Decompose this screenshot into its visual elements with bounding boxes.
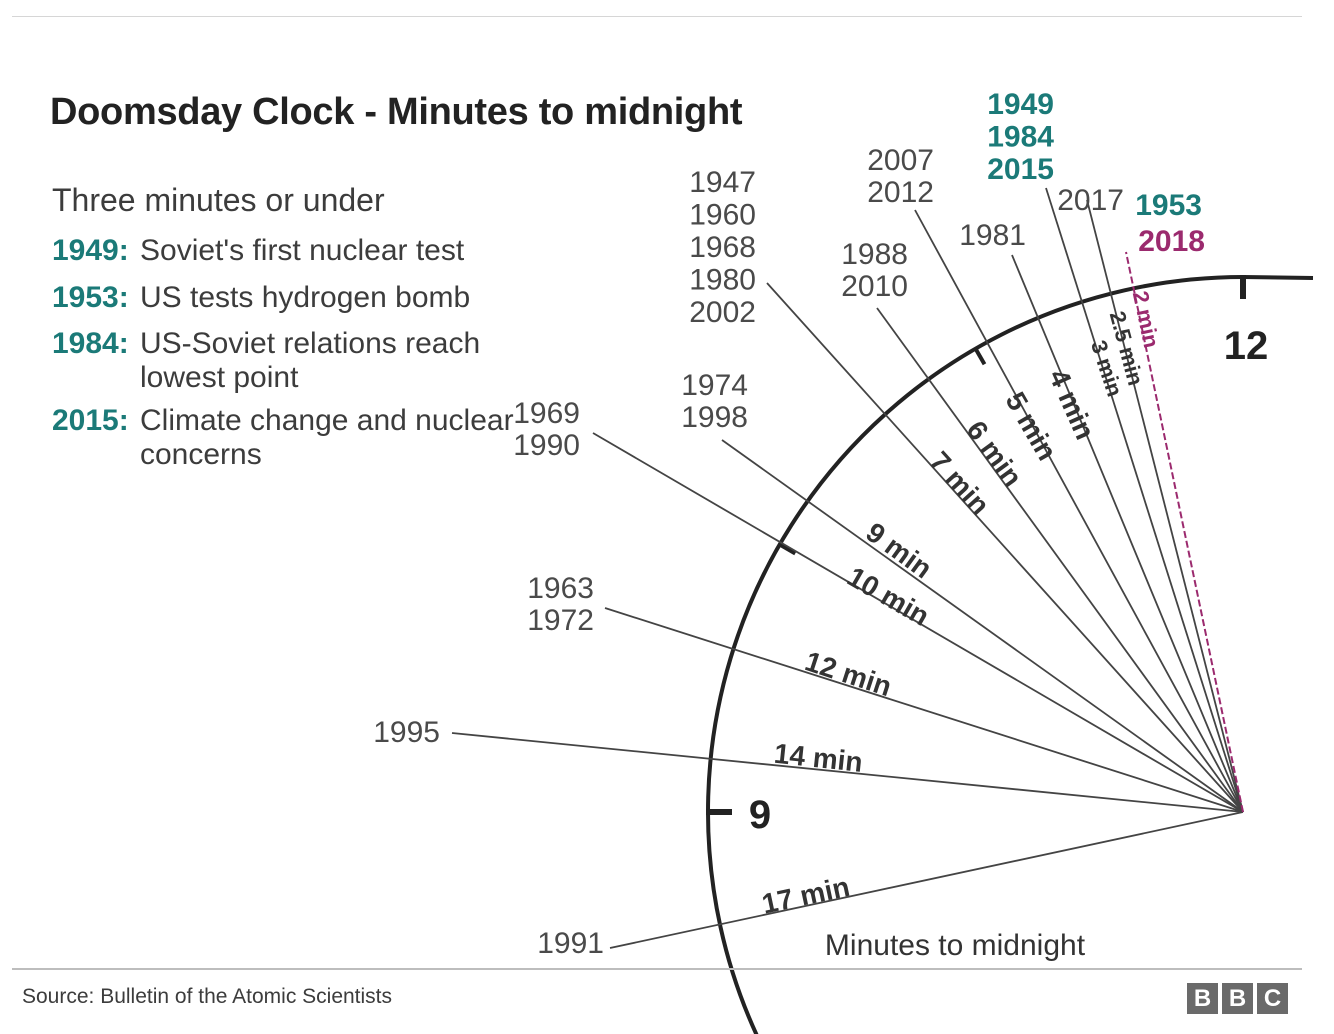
year-label: 2017 (1057, 184, 1124, 217)
year-label-line: 1998 (681, 401, 748, 434)
year-label: 1988 2010 (841, 238, 908, 303)
legend-text: Climate change and nuclear concerns (140, 404, 514, 471)
year-label-line: 1960 (689, 199, 756, 232)
source-note: Source: Bulletin of the Atomic Scientist… (22, 985, 393, 1008)
year-label: 1947 1960 1968 1980 2002 (689, 166, 756, 329)
year-label-line: 2007 (867, 144, 934, 177)
year-label-line: 1968 (689, 231, 756, 264)
tick-minor (973, 347, 987, 366)
year-label: 1963 1972 (527, 572, 594, 637)
clock-hand-line (721, 439, 1244, 813)
year-label-line: 2010 (841, 270, 908, 303)
legend-year: 2015: (52, 404, 129, 437)
clock-label-12: 12 (1224, 324, 1269, 368)
year-label-line: 2012 (867, 176, 934, 209)
clock-rim (706, 274, 1314, 1034)
legend-text: US tests hydrogen bomb (140, 281, 471, 314)
legend-year: 1949: (52, 234, 129, 267)
year-label: 2018 (1138, 225, 1205, 258)
year-label: 2007 2012 (867, 144, 934, 209)
year-label-line: 1995 (373, 716, 440, 749)
year-label-line: 1974 (681, 369, 748, 402)
top-rule (12, 16, 1302, 17)
minute-label: 12 min (801, 645, 895, 702)
clock-hand-line (876, 307, 1244, 813)
clock-hand-line (1125, 251, 1244, 813)
logo-letter: B (1187, 983, 1218, 1014)
year-label: 1981 (959, 219, 1026, 252)
year-label-line: 1980 (689, 264, 756, 297)
year-label-line: 1984 (987, 121, 1054, 154)
tick-minor (778, 542, 797, 556)
clock-hand-line (451, 732, 1244, 813)
year-label-line: 2002 (689, 296, 756, 329)
year-label: 1995 (373, 716, 440, 749)
year-label-line: 1972 (527, 604, 594, 637)
clock-hand-line (609, 811, 1244, 949)
year-label-line: 1953 (1135, 189, 1202, 222)
chart-title: Doomsday Clock - Minutes to midnight (50, 91, 743, 133)
clock-hand-line (914, 209, 1244, 813)
year-label: 1974 1998 (681, 369, 748, 434)
logo-letter: B (1222, 983, 1253, 1014)
year-label-line: 1969 (513, 397, 580, 430)
year-label: 1969 1990 (513, 397, 580, 462)
legend-year: 1953: (52, 281, 129, 314)
x-axis-label: Minutes to midnight (825, 929, 1086, 962)
year-label: 1991 (537, 927, 604, 960)
year-label-line: 1981 (959, 219, 1026, 252)
year-label: 1953 (1135, 189, 1202, 222)
year-label-line: 1963 (527, 572, 594, 605)
clock-hand-line (604, 607, 1244, 813)
year-label-line: 2015 (987, 153, 1054, 186)
clock-hand-line (592, 432, 1244, 813)
year-label-line: 2018 (1138, 225, 1205, 258)
year-label-line: 2017 (1057, 184, 1124, 217)
year-label-line: 1949 (987, 88, 1054, 121)
bottom-rule (12, 968, 1302, 970)
minute-label: 17 min (759, 871, 852, 920)
legend-year: 1984: (52, 327, 129, 360)
year-label-line: 1988 (841, 238, 908, 271)
clock-hand-line (1045, 187, 1244, 813)
logo-letter: C (1257, 983, 1288, 1014)
bbc-logo: B B C (1187, 983, 1288, 1014)
clock-label-9: 9 (749, 793, 771, 837)
legend-text: US-Soviet relations reach lowest point (140, 327, 481, 394)
clock-hand-line (1011, 254, 1244, 813)
year-label-line: 1947 (689, 166, 756, 199)
clock-hand-line (1086, 199, 1244, 813)
year-label: 1949 1984 2015 (987, 88, 1054, 186)
clock-hand-line (766, 282, 1244, 813)
legend-heading: Three minutes or under (52, 182, 385, 218)
legend-text: Soviet's first nuclear test (140, 234, 465, 267)
minute-label: 14 min (773, 738, 864, 778)
year-label-line: 1990 (513, 429, 580, 462)
year-label-line: 1991 (537, 927, 604, 960)
